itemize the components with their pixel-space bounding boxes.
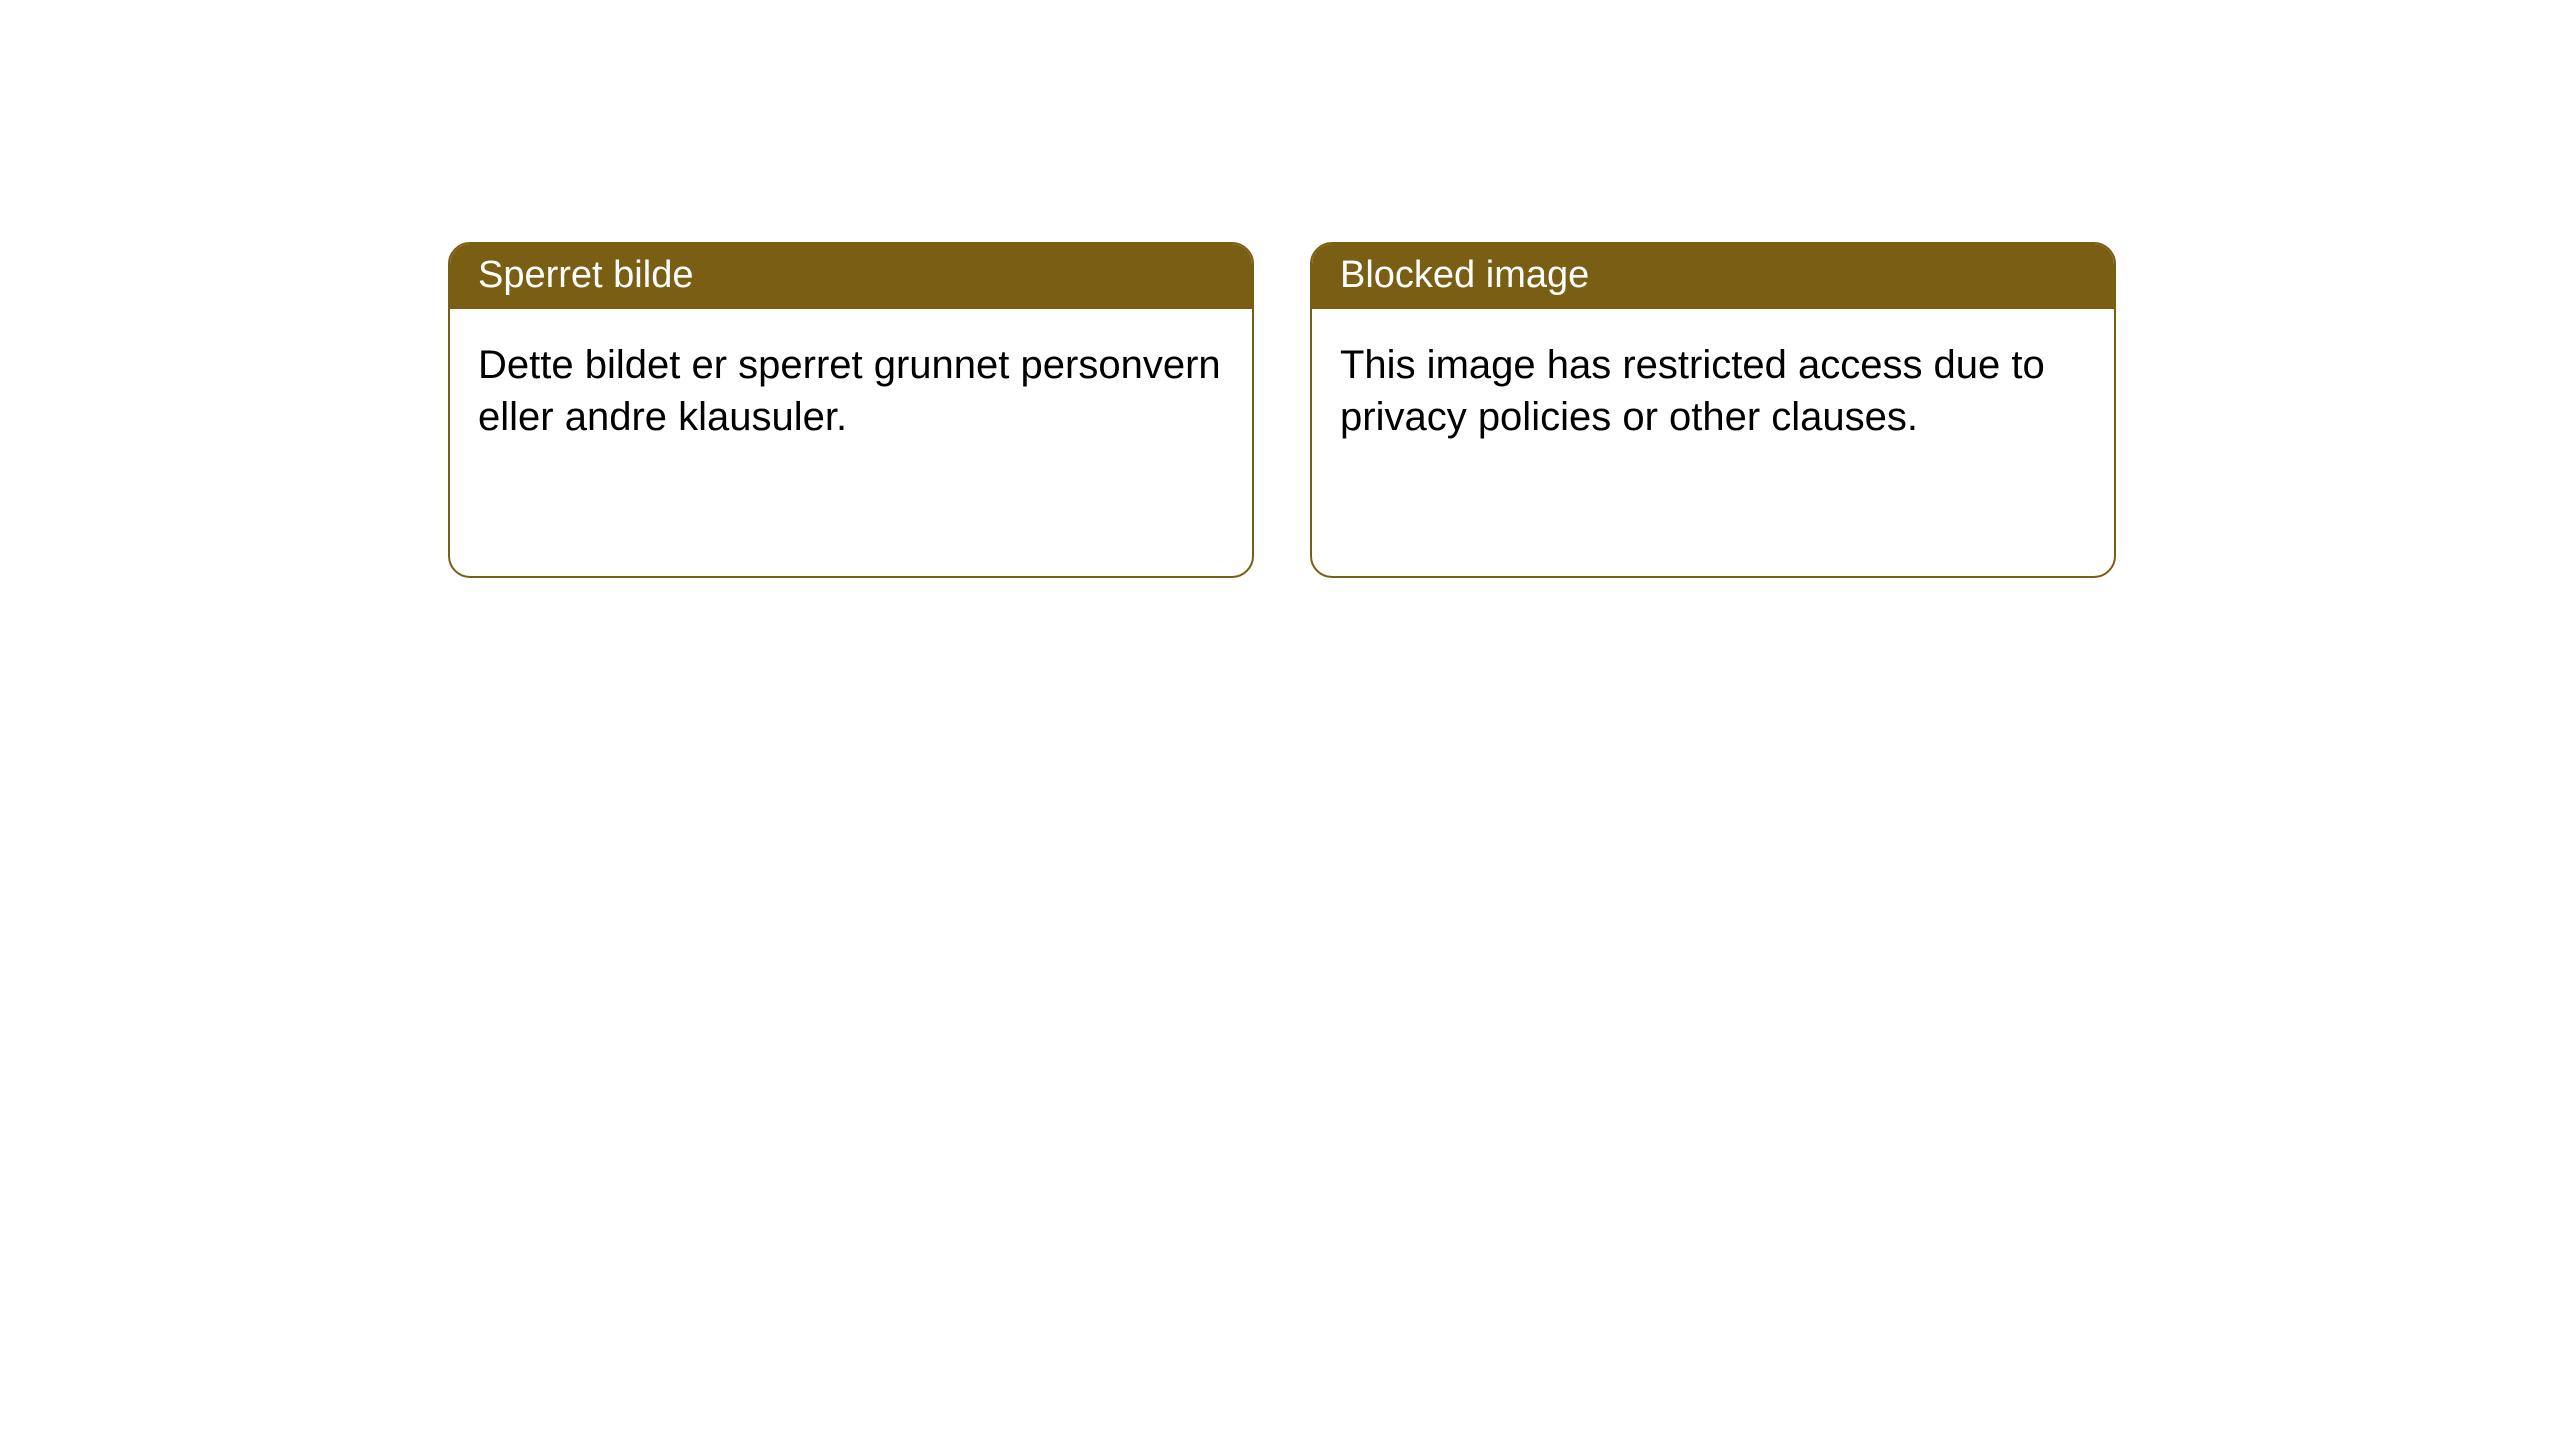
- notice-container: Sperret bilde Dette bildet er sperret gr…: [0, 0, 2560, 578]
- notice-card-english: Blocked image This image has restricted …: [1310, 242, 2116, 578]
- notice-body-norwegian: Dette bildet er sperret grunnet personve…: [450, 309, 1252, 473]
- notice-title-english: Blocked image: [1312, 244, 2114, 309]
- notice-body-english: This image has restricted access due to …: [1312, 309, 2114, 473]
- notice-title-norwegian: Sperret bilde: [450, 244, 1252, 309]
- notice-card-norwegian: Sperret bilde Dette bildet er sperret gr…: [448, 242, 1254, 578]
